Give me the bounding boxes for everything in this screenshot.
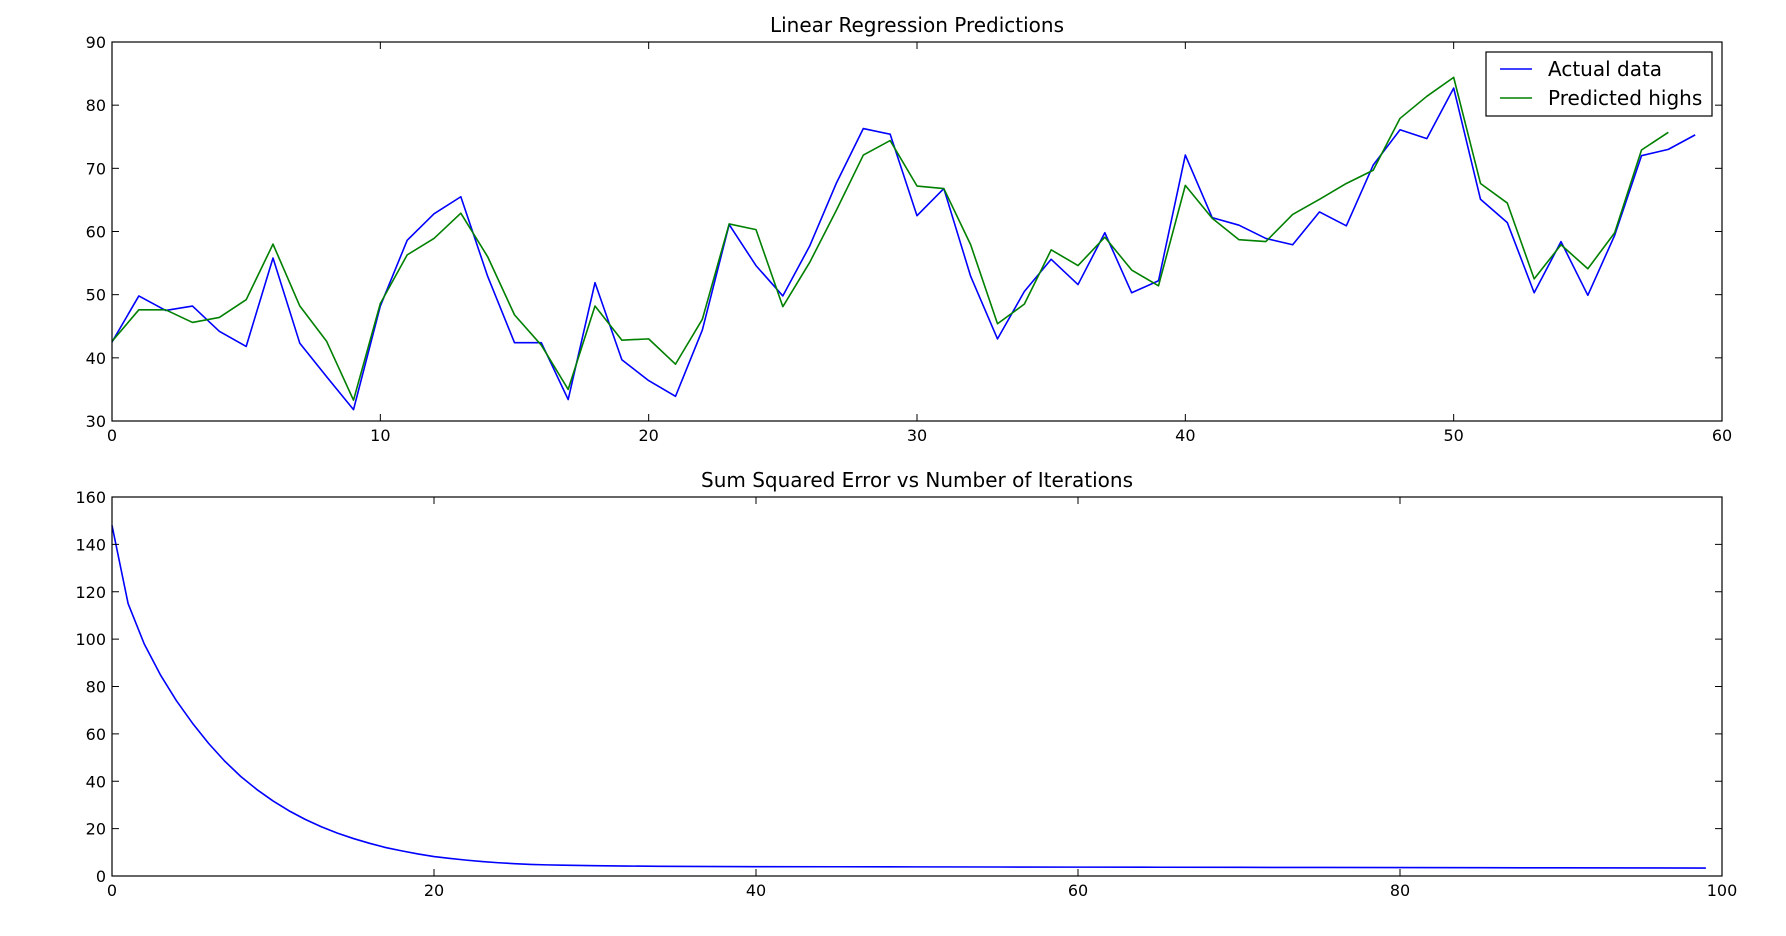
y-tick-label: 60 (86, 725, 106, 744)
y-tick-label: 100 (75, 630, 106, 649)
chart-title: Linear Regression Predictions (770, 13, 1064, 37)
sse-vs-iterations-chart: Sum Squared Error vs Number of Iteration… (75, 468, 1737, 900)
chart-title: Sum Squared Error vs Number of Iteration… (701, 468, 1133, 492)
x-tick-label: 10 (370, 426, 390, 445)
legend-label: Actual data (1548, 57, 1662, 81)
y-tick-label: 90 (86, 33, 106, 52)
y-tick-label: 80 (86, 678, 106, 697)
y-tick-label: 160 (75, 488, 106, 507)
y-tick-label: 60 (86, 223, 106, 242)
y-tick-label: 50 (86, 286, 106, 305)
y-tick-label: 70 (86, 159, 106, 178)
y-tick-label: 40 (86, 349, 106, 368)
series-line-0 (111, 525, 1706, 869)
x-tick-label: 100 (1707, 881, 1738, 900)
x-tick-label: 20 (638, 426, 658, 445)
x-tick-label: 20 (424, 881, 444, 900)
x-tick-label: 40 (746, 881, 766, 900)
x-tick-label: 60 (1712, 426, 1732, 445)
x-tick-label: 0 (107, 881, 117, 900)
x-tick-label: 30 (907, 426, 927, 445)
y-tick-label: 0 (96, 867, 106, 886)
y-tick-label: 80 (86, 96, 106, 115)
plot-frame (111, 496, 1723, 877)
x-tick-label: 80 (1390, 881, 1410, 900)
y-tick-label: 120 (75, 583, 106, 602)
legend-label: Predicted highs (1548, 86, 1702, 110)
x-tick-label: 0 (107, 426, 117, 445)
legend-box (1485, 51, 1713, 117)
x-tick-label: 60 (1068, 881, 1088, 900)
y-tick-label: 40 (86, 772, 106, 791)
regression-predictions-chart: Linear Regression Predictions 0 10 20 30 40 50… (86, 13, 1733, 445)
series-line-1 (111, 76, 1669, 401)
legend: Actual data Predicted highs (1485, 51, 1713, 117)
series-line-0 (111, 87, 1696, 411)
y-tick-label: 140 (75, 535, 106, 554)
y-tick-label: 20 (86, 820, 106, 839)
x-tick-label: 40 (1175, 426, 1195, 445)
plot-frame (111, 41, 1723, 422)
x-tick-label: 50 (1443, 426, 1463, 445)
y-tick-label: 30 (86, 412, 106, 431)
